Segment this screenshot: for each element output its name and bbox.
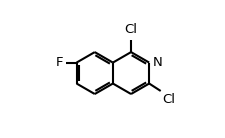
Text: N: N [152,56,162,69]
Text: F: F [55,56,63,69]
Text: Cl: Cl [162,93,175,106]
Text: Cl: Cl [124,23,137,36]
